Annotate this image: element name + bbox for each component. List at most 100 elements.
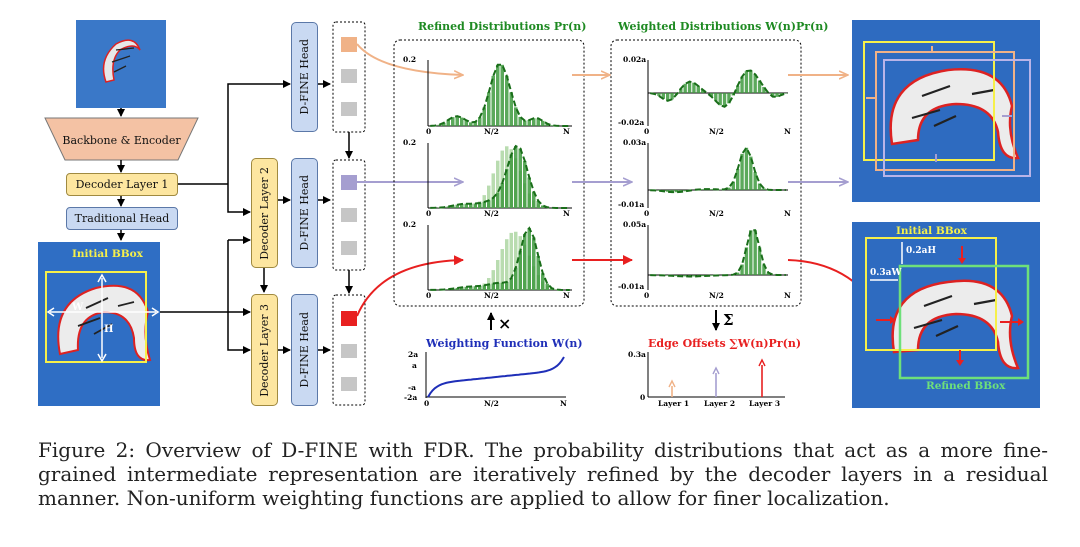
token-layer3: [341, 311, 357, 326]
refined-row3-ghost-bar: [509, 232, 513, 290]
weighted-row2-bar: [757, 183, 762, 190]
wf-y-neg-2a: -2a: [404, 393, 418, 402]
refined-row2-bar: [482, 201, 486, 208]
weighted-row1-bar: [709, 93, 714, 97]
refined-row2-ghost-bar: [491, 173, 495, 208]
refined-row2-bar: [500, 183, 504, 208]
refined-row1-bar: [478, 117, 482, 126]
offset-arrowhead-layer-2: [712, 366, 720, 375]
refined-row1-bar: [473, 121, 477, 126]
wf-y-neg-a: -a: [408, 383, 416, 392]
weighted-row3-bar: [749, 230, 753, 275]
weighted-row1-bar: [701, 89, 705, 93]
refined-row3-ghost-bar: [500, 249, 504, 290]
weighted-r2-ymin: -0.01a: [618, 200, 645, 209]
refined-row1-bar: [550, 125, 554, 126]
weighted-r2-x0: 0: [644, 209, 650, 218]
refined-row2-bar: [541, 205, 545, 208]
refined-row3-bar: [509, 278, 513, 290]
decoder-layer-3: Decoder Layer 3: [251, 294, 278, 406]
weighted-row3-bar: [674, 275, 679, 277]
offset-arrowhead-layer-3: [758, 358, 766, 367]
refined-row3-bar: [541, 273, 545, 290]
input-image: [76, 20, 166, 108]
weighted-r1-x0: 0: [644, 127, 650, 136]
weighted-row3-bar: [766, 272, 770, 275]
weighted-row1-bar: [722, 93, 727, 107]
refined-row2-ghost-bar: [487, 185, 491, 208]
refined-row1-bar: [518, 116, 522, 126]
refined-row3-ghost-bar: [514, 231, 518, 290]
refined-row2-bar: [473, 203, 477, 208]
diagram-canvas: [44, 21, 881, 406]
refined-row1-bar: [500, 64, 504, 126]
dfine-head-3: D-FINE Head: [291, 294, 318, 406]
refined-row2-bar: [496, 192, 500, 208]
weighting-curve: [427, 356, 565, 398]
refined-row1-bar: [491, 75, 495, 126]
backbone-encoder-block: [44, 117, 199, 161]
weighted-r1-xend: N: [784, 127, 791, 136]
decoder-layer-2: Decoder Layer 2: [251, 158, 278, 268]
refined-r2-x0: 0: [426, 209, 432, 218]
refined-row3-bar: [469, 286, 473, 290]
weighted-row3-curve: [650, 229, 786, 278]
weighted-row3-bar: [757, 247, 762, 275]
layer-refinement-image: [852, 20, 1040, 202]
weighted-row3-bar: [736, 272, 740, 275]
refined-row1-bar: [532, 118, 536, 126]
refined-row1-bar: [514, 107, 518, 126]
weighted-r3-ymin: -0.01a: [618, 282, 645, 291]
weighted-row1-bar: [753, 74, 757, 93]
refined-row2-bar: [523, 160, 527, 208]
initial-bbox-image: Initial BBox W H: [38, 242, 160, 406]
refined-row3-bar: [460, 287, 464, 290]
refined-row3-ghost-bar: [491, 270, 495, 290]
refined-row3-bar: [446, 289, 450, 290]
weighted-row1-bar: [683, 83, 687, 93]
refined-row2-ghost-bar: [500, 150, 504, 208]
refined-row1-bar: [469, 122, 473, 126]
weighted-row3-bar: [709, 275, 714, 276]
refined-bbox-image: Initial BBox 0.2aH 0.3aW Refined BBox: [852, 222, 1040, 408]
weighted-r3-x0: 0: [644, 291, 650, 300]
weighted-row3-bar: [753, 230, 757, 275]
weighted-row2-bar: [718, 189, 722, 190]
refined-r2-ymax: 0.2: [403, 138, 417, 147]
weighted-row3-bar: [744, 247, 749, 275]
refined-row1-bar: [460, 117, 464, 126]
refined-row3-ghost-bar: [554, 289, 558, 290]
weighted-row1-bar: [670, 93, 674, 100]
weighted-row3-bar: [683, 275, 687, 277]
refined-row3-bar: [464, 286, 468, 290]
refined-row2-bar: [446, 206, 450, 208]
offsets-ymax: 0.3a: [628, 350, 646, 359]
distribution-plots: [425, 60, 788, 398]
refined-row1-bar: [505, 75, 509, 126]
weighted-row2-bar: [762, 188, 766, 190]
refined-row1-curve: [430, 63, 570, 127]
weighted-row3-bar: [692, 275, 696, 277]
weighted-row2-bar: [674, 190, 679, 193]
refined-row2-bar: [469, 203, 473, 208]
height-label: H: [104, 324, 114, 335]
weighted-row2-curve: [650, 145, 786, 194]
weighted-row2-bar: [709, 189, 714, 190]
refined-row2-bar: [460, 204, 464, 208]
weighting-function-title: Weighting Function W(n): [426, 337, 583, 350]
weighted-row2-bar: [749, 156, 753, 190]
weighted-row3-bar: [701, 275, 705, 277]
refined-r2-xend: N: [563, 209, 570, 218]
offsets-y0: 0: [640, 393, 646, 402]
weighted-row1-bar: [718, 93, 722, 106]
refined-r3-x0: 0: [426, 291, 432, 300]
refined-row1-bar: [541, 120, 545, 126]
sum-symbol: Σ: [723, 311, 734, 329]
refined-row3-bar: [487, 284, 491, 290]
refined-row3-curve: [430, 226, 570, 291]
weighted-row2-bar: [753, 172, 757, 190]
refined-row2-bar: [514, 146, 518, 208]
refined-row3-bar: [500, 282, 504, 290]
weighted-row1-bar: [727, 93, 731, 104]
